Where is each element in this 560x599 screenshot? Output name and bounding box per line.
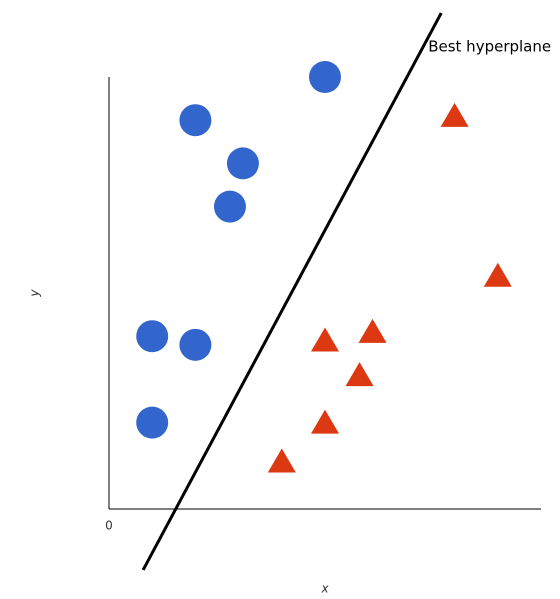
point: [136, 406, 169, 439]
point: [136, 320, 169, 353]
point: [179, 104, 212, 137]
point: [358, 318, 387, 343]
point: [267, 448, 296, 473]
point: [309, 61, 341, 93]
point: [483, 262, 512, 287]
point: [226, 147, 259, 180]
point: [311, 409, 339, 434]
point: [179, 328, 212, 361]
x-tick-label: 0: [105, 519, 113, 533]
point: [440, 102, 469, 127]
y-axis-label: y: [28, 289, 42, 298]
point: [311, 327, 339, 352]
point: [345, 362, 374, 387]
hyperplane-label: Best hyperplane: [428, 38, 551, 56]
hyperplane-line: [141, 12, 443, 571]
point: [213, 190, 246, 223]
x-axis-label: x: [320, 582, 329, 596]
